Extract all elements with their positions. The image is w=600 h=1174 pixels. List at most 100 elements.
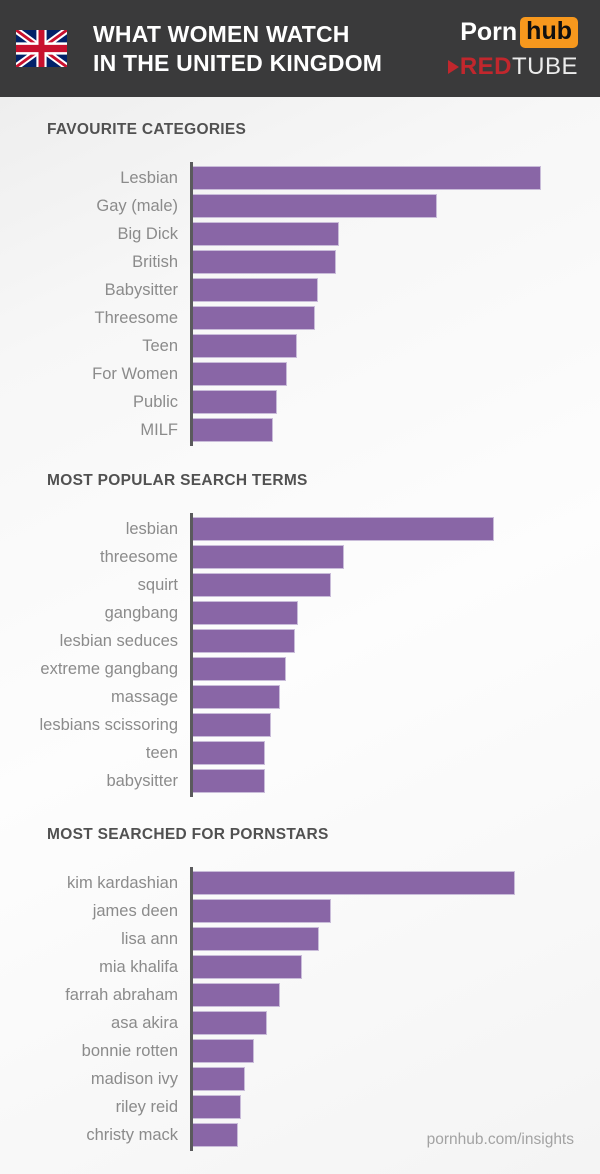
chart-row: madison ivy <box>0 1065 600 1093</box>
bar <box>193 250 336 274</box>
bar-track <box>193 250 336 274</box>
bar-track <box>193 1123 238 1147</box>
bar-track <box>193 1011 267 1035</box>
bar <box>193 166 541 190</box>
bar-label: babysitter <box>106 771 178 790</box>
bar <box>193 1067 245 1091</box>
bar-label: Lesbian <box>120 168 178 187</box>
chart-row: Public <box>0 388 600 416</box>
pornhub-logo-hub: hub <box>520 16 578 48</box>
chart-row: teen <box>0 739 600 767</box>
bar-track <box>193 517 494 541</box>
bar-track <box>193 362 287 386</box>
bar-track <box>193 685 280 709</box>
bar-label: MILF <box>140 420 178 439</box>
chart-row: riley reid <box>0 1093 600 1121</box>
bar <box>193 899 331 923</box>
footer-url: pornhub.com/insights <box>426 1131 574 1148</box>
section-searched-pornstars: MOST SEARCHED FOR PORNSTARS kim kardashi… <box>0 826 600 1151</box>
bar-label: lesbian <box>125 519 178 538</box>
bar <box>193 278 318 302</box>
redtube-logo: RED TUBE <box>447 52 578 81</box>
page-title-line1: WHAT WOMEN WATCH <box>93 20 350 47</box>
chart-axis <box>190 162 193 446</box>
bar <box>193 1123 238 1147</box>
bar-track <box>193 983 280 1007</box>
chart-row: squirt <box>0 571 600 599</box>
bar <box>193 390 277 414</box>
bar <box>193 418 273 442</box>
bar-track <box>193 899 331 923</box>
section-popular-search-terms: MOST POPULAR SEARCH TERMS lesbian threeso… <box>0 472 600 797</box>
bar-track <box>193 1039 254 1063</box>
section-title: FAVOURITE CATEGORIES <box>47 121 247 138</box>
chart-row: bonnie rotten <box>0 1037 600 1065</box>
chart-row: MILF <box>0 416 600 444</box>
chart-row: For Women <box>0 360 600 388</box>
bar <box>193 1039 254 1063</box>
chart-row: massage <box>0 683 600 711</box>
bar <box>193 983 280 1007</box>
bar-track <box>193 955 302 979</box>
bar <box>193 306 315 330</box>
bar-label: teen <box>145 743 178 762</box>
redtube-play-icon <box>447 59 459 74</box>
bar <box>193 1095 241 1119</box>
chart-row: mia khalifa <box>0 953 600 981</box>
bar-track <box>193 601 298 625</box>
bar <box>193 741 265 765</box>
bar-track <box>193 769 265 793</box>
bar-label: British <box>132 252 178 271</box>
section-title: MOST SEARCHED FOR PORNSTARS <box>47 826 329 843</box>
bar-label: massage <box>111 687 178 706</box>
bar-track <box>193 713 271 737</box>
chart-axis <box>190 513 193 797</box>
bar-label: threesome <box>100 547 178 566</box>
chart-row: lesbian <box>0 515 600 543</box>
bar-label: asa akira <box>111 1013 178 1032</box>
bar-label: lisa ann <box>121 929 178 948</box>
bar-track <box>193 1067 245 1091</box>
bar <box>193 362 287 386</box>
section-favourite-categories: FAVOURITE CATEGORIES Lesbian Gay (male) Bi… <box>0 121 600 446</box>
bar <box>193 955 302 979</box>
bar-label: madison ivy <box>90 1069 178 1088</box>
chart-row: Big Dick <box>0 220 600 248</box>
chart-row: Babysitter <box>0 276 600 304</box>
chart-row: babysitter <box>0 767 600 795</box>
chart-row: asa akira <box>0 1009 600 1037</box>
chart-row: lesbians scissoring <box>0 711 600 739</box>
bar-label: Teen <box>142 336 178 355</box>
bar-label: Gay (male) <box>96 196 178 215</box>
bar-track <box>193 166 541 190</box>
bar-label: For Women <box>92 364 178 383</box>
brand-logos: Porn hub RED TUBE <box>447 16 578 81</box>
redtube-logo-red: RED <box>459 52 512 80</box>
bar-track <box>193 871 515 895</box>
bar <box>193 769 265 793</box>
bar-track <box>193 418 273 442</box>
bar-track <box>193 629 295 653</box>
bar-label: Big Dick <box>117 224 178 243</box>
bar-label: kim kardashian <box>67 873 178 892</box>
bar <box>193 573 331 597</box>
chart-row: extreme gangbang <box>0 655 600 683</box>
bar-track <box>193 1095 241 1119</box>
bar <box>193 657 286 681</box>
page-title-line2: IN THE UNITED KINGDOM <box>93 49 383 76</box>
bar-label: Threesome <box>94 308 178 327</box>
bar-label: bonnie rotten <box>81 1041 178 1060</box>
chart-row: British <box>0 248 600 276</box>
bar-label: riley reid <box>115 1097 178 1116</box>
bar-label: squirt <box>137 575 178 594</box>
bar-track <box>193 927 319 951</box>
bar <box>193 871 515 895</box>
bar-label: lesbians scissoring <box>39 715 178 734</box>
chart-row: threesome <box>0 543 600 571</box>
bar-track <box>193 657 286 681</box>
bar <box>193 927 319 951</box>
bar-label: Public <box>133 392 178 411</box>
chart-row: Lesbian <box>0 164 600 192</box>
section-title: MOST POPULAR SEARCH TERMS <box>47 472 308 489</box>
bar-track <box>193 741 265 765</box>
